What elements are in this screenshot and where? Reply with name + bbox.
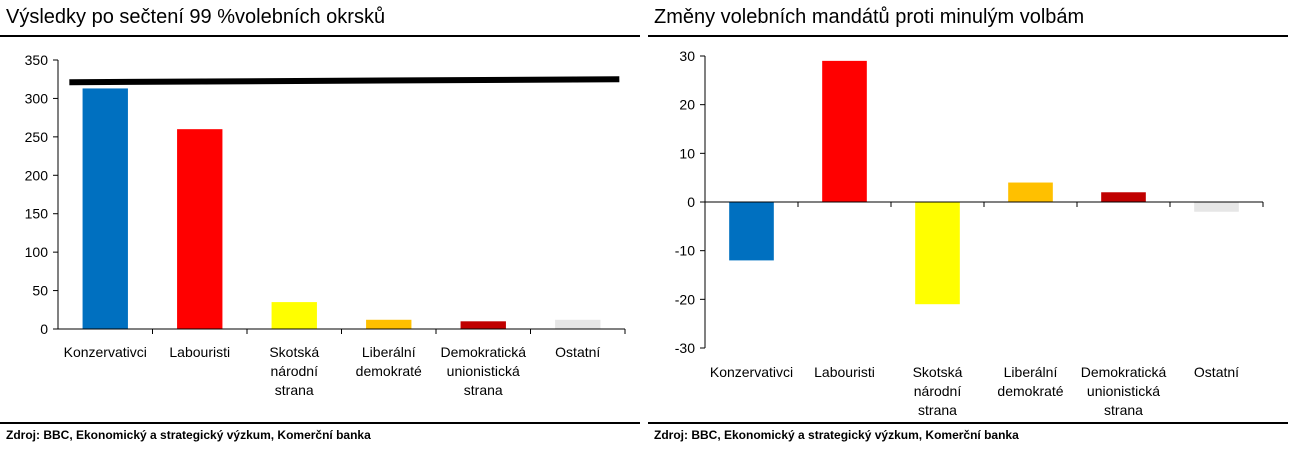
x-tick-label-line: strana (275, 382, 314, 398)
results-bar-chart: 0 50 100 150 200 250 300 350 Konzervativci Labour… (25, 52, 626, 398)
y-tick-label: 50 (32, 283, 48, 299)
footer-rule (0, 422, 640, 424)
x-tick-label-line: demokraté (997, 383, 1063, 399)
bar (1101, 192, 1146, 202)
chart-title: Výsledky po sečtení 99 %volebních okrsků (6, 6, 386, 28)
bar (366, 319, 412, 329)
x-tick-label-line: Skotská (913, 364, 963, 380)
x-tick-label-line: Skotská (269, 344, 319, 360)
bar (1194, 202, 1239, 212)
x-tick-label: Liberální demokraté (356, 344, 422, 379)
bar (915, 202, 960, 305)
source-note: Zdroj: BBC, Ekonomický a strategický výz… (654, 428, 1019, 442)
x-tick-label: Demokratická unionistická strana (1081, 364, 1167, 418)
chart-panel-changes: Změny volebních mandátů proti minulým vo… (648, 0, 1288, 457)
x-tick-label-line: národní (914, 383, 962, 399)
bar (1008, 182, 1053, 202)
changes-bar-chart: -30 -20 -10 0 10 20 30 Konzervativci Labouristi S… (675, 48, 1264, 418)
bar (271, 302, 317, 329)
x-tick-label-line: strana (1104, 402, 1143, 418)
source-note: Zdroj: BBC, Ekonomický a strategický výz… (6, 428, 371, 442)
title-rule (648, 35, 1288, 37)
x-tick-label-line: národní (271, 363, 319, 379)
x-tick-label-line: unionistická (447, 363, 520, 379)
y-tick-label: -10 (675, 243, 695, 259)
y-tick-label: -30 (675, 340, 695, 356)
x-tick-label-line: Demokratická (440, 344, 526, 360)
bar (555, 319, 601, 329)
x-tick-label-line: Konzervativci (710, 364, 793, 380)
x-tick-label-line: Konzervativci (64, 344, 147, 360)
x-tick-label-line: Ostatní (555, 344, 600, 360)
x-tick-label-line: unionistická (1087, 383, 1160, 399)
x-tick-label-line: strana (464, 382, 503, 398)
bar (729, 202, 774, 261)
bar (177, 129, 223, 329)
chart-panel-results: Výsledky po sečtení 99 %volebních okrsků… (0, 0, 640, 457)
y-tick-label: 150 (25, 206, 49, 222)
y-tick-label: 10 (679, 145, 695, 161)
y-tick-label: -20 (675, 291, 695, 307)
x-tick-label-line: Liberální (362, 344, 416, 360)
x-tick-label-line: Liberální (1004, 364, 1058, 380)
x-tick-label: Konzervativci (64, 344, 147, 360)
bar (822, 60, 867, 202)
x-tick-label-line: strana (918, 402, 957, 418)
bar (460, 321, 506, 329)
x-tick-label: Ostatní (555, 344, 600, 360)
x-tick-label-line: Ostatní (1194, 364, 1239, 380)
x-tick-label-line: Labouristi (169, 344, 230, 360)
y-tick-label: 100 (25, 244, 49, 260)
y-tick-label: 250 (25, 129, 49, 145)
y-tick-label: 0 (40, 321, 48, 337)
x-tick-label: Labouristi (169, 344, 230, 360)
y-tick-label: 30 (679, 48, 695, 64)
chart-title: Změny volebních mandátů proti minulým vo… (654, 6, 1085, 28)
y-tick-label: 300 (25, 90, 49, 106)
reference-line (69, 76, 620, 86)
footer-rule (648, 422, 1288, 424)
x-tick-label: Konzervativci (710, 364, 793, 380)
y-tick-label: 350 (25, 52, 49, 68)
x-tick-label: Liberální demokraté (997, 364, 1063, 399)
x-tick-label: Labouristi (814, 364, 875, 380)
x-tick-label-line: demokraté (356, 363, 422, 379)
y-tick-label: 20 (679, 97, 695, 113)
x-tick-label: Skotská národní strana (913, 364, 963, 418)
y-tick-label: 0 (687, 194, 695, 210)
bar (82, 88, 128, 330)
x-tick-label: Ostatní (1194, 364, 1239, 380)
x-tick-label-line: Labouristi (814, 364, 875, 380)
title-rule (0, 35, 640, 37)
y-tick-label: 200 (25, 167, 49, 183)
x-tick-label: Demokratická unionistická strana (440, 344, 526, 398)
x-tick-label-line: Demokratická (1081, 364, 1167, 380)
x-tick-label: Skotská národní strana (269, 344, 319, 398)
